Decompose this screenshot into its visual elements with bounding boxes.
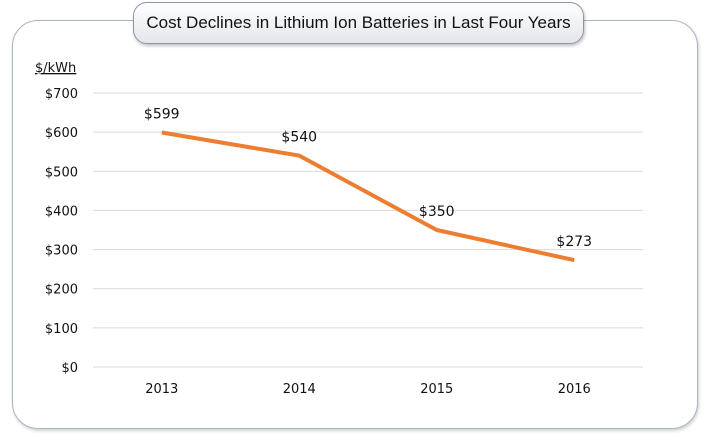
data-label: $273 (556, 234, 592, 250)
y-tick-label: $200 (45, 283, 78, 298)
chart-frame (12, 20, 698, 429)
y-tick-label: $0 (61, 361, 78, 376)
y-tick-label: $700 (45, 87, 78, 102)
y-axis-unit-label: $/kWh (35, 61, 76, 76)
data-label: $540 (281, 130, 317, 146)
series-line (161, 130, 575, 263)
x-tick-label: 2016 (558, 382, 591, 397)
y-tick-label: $300 (45, 244, 78, 259)
y-tick-label: $500 (45, 165, 78, 180)
chart-title: Cost Declines in Lithium Ion Batteries i… (133, 2, 584, 44)
x-tick-label: 2014 (283, 382, 316, 397)
y-tick-label: $100 (45, 322, 78, 337)
x-tick-label: 2013 (145, 382, 178, 397)
y-tick-label: $400 (45, 204, 78, 219)
data-label: $350 (419, 204, 455, 220)
y-tick-label: $600 (45, 126, 78, 141)
x-tick-label: 2015 (420, 382, 453, 397)
data-label: $599 (144, 107, 180, 123)
